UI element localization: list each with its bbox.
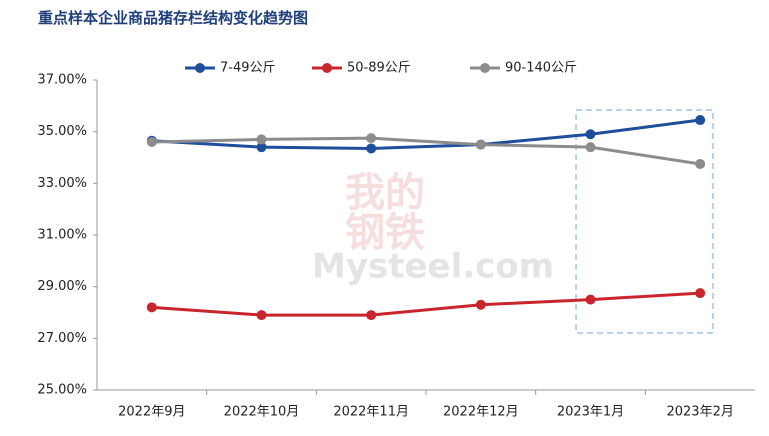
y-tick-label: 29.00% <box>37 279 87 294</box>
x-tick-label: 2022年11月 <box>333 405 409 420</box>
legend-label: 7-49公斤 <box>220 61 276 76</box>
x-tick-label: 2023年2月 <box>666 405 733 420</box>
chart-title: 重点样本企业商品猪存栏结构变化趋势图 <box>38 9 308 27</box>
legend-label: 90-140公斤 <box>505 61 577 76</box>
point <box>146 137 157 147</box>
point <box>366 133 377 144</box>
legend-marker <box>480 63 490 73</box>
point <box>366 143 377 154</box>
point <box>585 294 596 305</box>
point <box>256 134 267 145</box>
x-tick-label: 2023年1月 <box>557 405 624 420</box>
x-tick-label: 2022年9月 <box>118 405 185 420</box>
point <box>695 288 706 299</box>
point <box>695 158 706 169</box>
point <box>475 139 486 150</box>
point <box>146 302 157 313</box>
legend-marker <box>322 63 332 73</box>
point <box>366 310 377 321</box>
point <box>256 310 267 321</box>
x-tick-label: 2022年12月 <box>443 405 519 420</box>
point <box>475 299 486 310</box>
watermark: 我的 <box>345 170 425 216</box>
x-tick-label: 2022年10月 <box>224 405 300 420</box>
y-tick-label: 35.00% <box>37 124 87 139</box>
point <box>695 115 706 126</box>
series-line <box>151 291 701 317</box>
y-tick-label: 27.00% <box>37 331 87 346</box>
watermark: Mysteel.com <box>312 247 554 287</box>
point <box>256 142 267 153</box>
legend-label: 50-89公斤 <box>347 61 411 76</box>
y-tick-label: 25.00% <box>37 383 87 398</box>
y-tick-label: 31.00% <box>37 228 87 243</box>
y-tick-label: 37.00% <box>37 73 87 88</box>
legend-marker <box>195 63 205 73</box>
watermark: 钢铁 <box>345 210 425 256</box>
point <box>585 142 596 153</box>
y-tick-label: 33.00% <box>37 176 87 191</box>
series-line <box>151 118 701 150</box>
series-line <box>151 136 701 166</box>
point <box>585 129 596 140</box>
